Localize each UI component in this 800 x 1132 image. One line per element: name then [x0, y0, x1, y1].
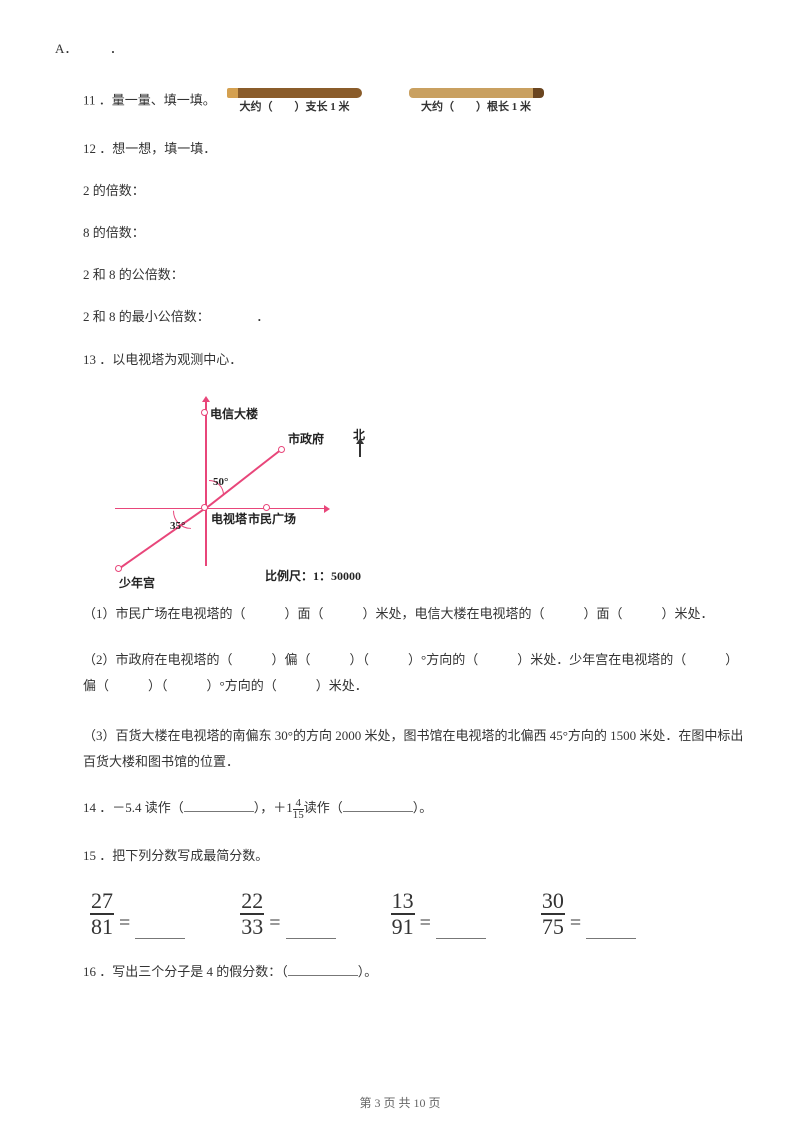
q12-row4-b: ．	[256, 309, 269, 324]
fraction: 3075	[541, 889, 565, 939]
label-dianxin: 电信大楼	[210, 406, 258, 423]
q16-a: 16 ．写出三个分子是 4 的假分数：（	[83, 964, 288, 979]
question-15: 15 ．把下列分数写成最简分数。	[55, 847, 745, 865]
frac-den: 15	[293, 809, 304, 821]
node-youth	[115, 565, 122, 572]
footer-a: 第	[359, 1096, 374, 1110]
q12-row4-a: 2 和 8 的最小公倍数：	[83, 309, 210, 324]
question-14: 14 ．－5.4 读作（ ），＋1415读作（ ）。	[55, 799, 745, 823]
equals: =	[266, 909, 283, 939]
label-center: 电视塔	[211, 511, 247, 528]
pencil-2-label: 大约（ ）根长 1 米	[421, 101, 531, 113]
axis-horizontal	[115, 508, 325, 510]
fraction: 1391	[391, 889, 415, 939]
direction-diagram: 电信大楼 市政府 北 50° 电视塔 市民广场 35° 少年宫 比例尺：1：50…	[115, 393, 395, 593]
q14-a: 14 ．－5.4 读作（	[83, 800, 184, 815]
q12-row-4: 2 和 8 的最小公倍数： ．	[55, 308, 745, 326]
node-dianxin	[201, 409, 208, 416]
node-gov	[278, 446, 285, 453]
frac-item-2: 1391 =	[391, 889, 486, 939]
den: 81	[90, 915, 114, 939]
pencil-1-box: 大约（ ）支长 1 米	[227, 88, 362, 115]
option-a-fragment: A． ．	[55, 40, 745, 58]
node-center	[201, 504, 208, 511]
question-11: 11 ．量一量、填一填。 大约（ ）支长 1 米 大约（ ）根长 1 米	[55, 88, 745, 115]
num: 13	[391, 889, 415, 915]
den: 75	[541, 915, 565, 939]
axis-vertical	[205, 401, 207, 566]
fraction: 2233	[240, 889, 264, 939]
q12-row-3: 2 和 8 的公倍数：	[55, 266, 745, 284]
blank	[135, 927, 185, 939]
equals: =	[116, 909, 133, 939]
frac-item-0: 2781 =	[90, 889, 185, 939]
q14-d: ）。	[413, 800, 433, 815]
q12-row-2: 8 的倍数：	[55, 224, 745, 242]
question-12: 12 ．想一想，填一填．	[55, 140, 745, 158]
pencil-1-label: 大约（ ）支长 1 米	[240, 101, 350, 113]
equals: =	[567, 909, 584, 939]
label-gov: 市政府	[288, 431, 324, 448]
question-13: 13 ．以电视塔为观测中心．	[55, 351, 745, 369]
blank	[288, 964, 358, 976]
q16-b: ）。	[358, 964, 378, 979]
blank	[343, 800, 413, 812]
footer-c: 页 共	[380, 1096, 413, 1110]
page-total: 10	[414, 1096, 426, 1110]
north-arrow-icon	[359, 443, 361, 457]
question-16: 16 ．写出三个分子是 4 的假分数：（ ）。	[55, 963, 745, 981]
blank	[586, 927, 636, 939]
label-guangchang: 市民广场	[248, 511, 296, 528]
mixed-fraction-icon: 415	[293, 798, 304, 821]
q15-fractions: 2781 = 2233 = 1391 = 3075 =	[55, 889, 745, 939]
blank	[286, 927, 336, 939]
pencil-2-box: 大约（ ）根长 1 米	[409, 88, 544, 115]
q13-part3: （3）百货大楼在电视塔的南偏东 30°的方向 2000 米处，图书馆在电视塔的北…	[55, 723, 745, 775]
page-footer: 第 3 页 共 10 页	[0, 1095, 800, 1112]
blank	[184, 800, 254, 812]
num: 22	[240, 889, 264, 915]
label-scale: 比例尺：1：50000	[265, 568, 361, 585]
pencil-1-icon	[227, 88, 362, 98]
q14-c: 读作（	[304, 800, 343, 815]
num: 27	[90, 889, 114, 915]
q11-text: 11 ．量一量、填一填。	[83, 93, 216, 108]
q13-part1: （1）市民广场在电视塔的（ ）面（ ）米处，电信大楼在电视塔的（ ）面（ ）米处…	[55, 605, 745, 623]
den: 33	[240, 915, 264, 939]
label-50: 50°	[213, 475, 228, 490]
den: 91	[391, 915, 415, 939]
label-youth: 少年宫	[119, 575, 155, 592]
fraction: 2781	[90, 889, 114, 939]
frac-item-3: 3075 =	[541, 889, 636, 939]
label-35: 35°	[170, 519, 185, 534]
equals: =	[417, 909, 434, 939]
q14-b: ），＋1	[254, 800, 293, 815]
line-youth	[119, 508, 206, 569]
footer-e: 页	[426, 1096, 441, 1110]
q13-part2: （2）市政府在电视塔的（ ）偏（ ）（ ）°方向的（ ）米处．少年宫在电视塔的（…	[55, 647, 745, 699]
node-guangchang	[263, 504, 270, 511]
blank	[436, 927, 486, 939]
pencil-2-icon	[409, 88, 544, 98]
num: 30	[541, 889, 565, 915]
q12-row-1: 2 的倍数：	[55, 182, 745, 200]
q11-images: 大约（ ）支长 1 米 大约（ ）根长 1 米	[227, 88, 544, 115]
frac-item-1: 2233 =	[240, 889, 335, 939]
